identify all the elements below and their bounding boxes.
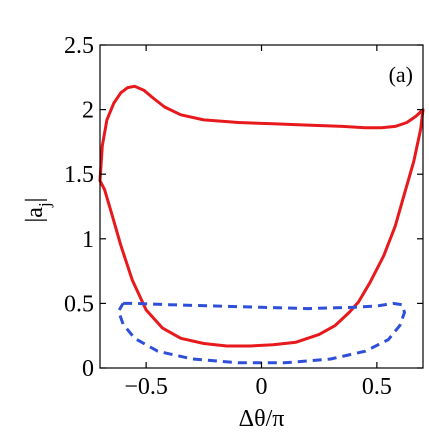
series-line-2: [117, 301, 406, 365]
y-tick-label: 0: [82, 356, 94, 382]
y-tick-label: 2: [82, 98, 94, 124]
series-line-1: [98, 84, 425, 348]
series-layer: [98, 84, 425, 365]
x-axis-label: Δθ/π: [239, 406, 285, 432]
y-tick-label: 0.5: [64, 291, 94, 317]
x-tick-label: 0.5: [362, 374, 392, 400]
panel-label: (a): [389, 62, 413, 87]
x-tick-label: 0: [256, 374, 268, 400]
tick-layer: −0.5 0 0.5 0 0.5 1 1.5 2 2.5: [64, 33, 423, 400]
y-tick-label: 1: [82, 227, 94, 253]
svg-text:|aj|: |aj|: [22, 197, 54, 222]
y-axis-label-sub: j: [35, 202, 54, 208]
x-tick-label: −0.5: [124, 374, 168, 400]
y-axis-label-close: |: [22, 197, 48, 202]
y-axis-label: |aj|: [22, 197, 54, 222]
y-tick-label: 1.5: [64, 162, 94, 188]
y-axis-label-main: |a: [22, 207, 48, 223]
y-tick-label: 2.5: [64, 33, 94, 59]
